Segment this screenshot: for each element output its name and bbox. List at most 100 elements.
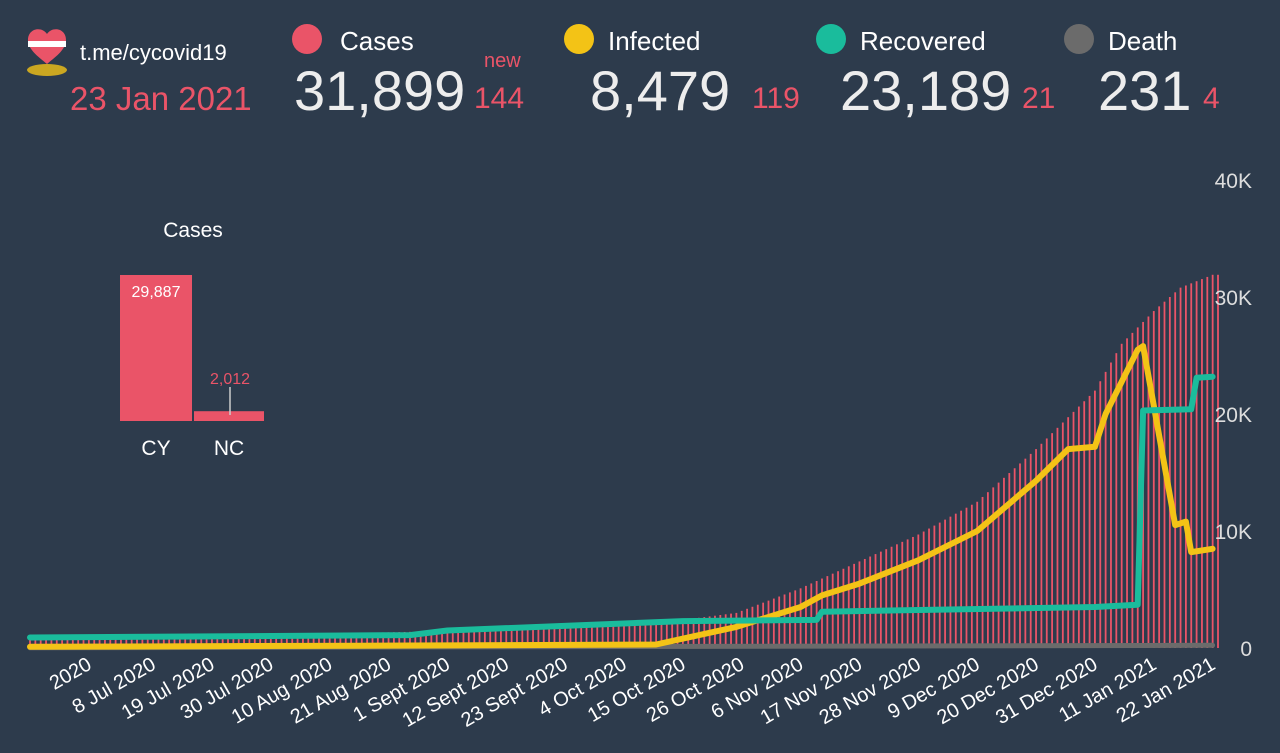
cases-bar [917, 534, 920, 648]
cases-bar [489, 629, 492, 648]
cases-delta: 144 [474, 82, 525, 115]
cases-bar [152, 636, 154, 648]
cases-bar [1110, 362, 1112, 648]
cases-bar [997, 482, 1000, 648]
inset-bar-cy [120, 275, 192, 421]
cases-bar [371, 632, 374, 648]
cases-bar [564, 627, 567, 648]
cases-bar [553, 627, 556, 648]
cases-bar [521, 628, 524, 648]
cases-bar [1136, 327, 1139, 648]
cases-bar [1051, 433, 1054, 648]
cases-bar [1056, 427, 1059, 648]
cases-bar [387, 632, 390, 648]
cases-bar [173, 636, 176, 648]
cases-bar [328, 633, 331, 648]
cases-bar [77, 636, 80, 648]
cases-bar [500, 629, 502, 648]
infected-delta: 119 [752, 82, 800, 115]
cases-bar [178, 635, 181, 648]
cases-bar [1040, 443, 1043, 648]
cases-bar [976, 501, 979, 648]
cases-bar [467, 630, 470, 648]
cases-bar [1045, 438, 1048, 648]
cases-bar [232, 635, 235, 648]
cases-bar [366, 632, 369, 648]
cases-bar [1174, 292, 1177, 648]
cases-bar [1067, 417, 1070, 648]
infected-legend-icon [564, 24, 594, 54]
cases-label: Cases [340, 26, 414, 56]
cases-bar [896, 544, 898, 648]
cases-bar [1120, 343, 1123, 648]
cases-bar [61, 636, 64, 648]
cases-bar [740, 610, 743, 648]
death-delta: 4 [1203, 82, 1220, 115]
cases-bar [1147, 316, 1150, 648]
cases-bar [986, 492, 989, 648]
cases-bar [569, 627, 572, 648]
cases-bar [259, 634, 262, 648]
cases-bar [532, 628, 534, 648]
cases-bar [441, 631, 443, 648]
inset-value-label: 29,887 [132, 284, 181, 301]
cases-bar [184, 635, 187, 648]
cases-bar [71, 636, 74, 648]
cases-bar [505, 629, 508, 648]
cases-bar [639, 624, 641, 648]
cases-bar [392, 632, 395, 648]
infected-line [27, 343, 1216, 650]
cases-bar [890, 546, 893, 648]
cases-bar [1003, 477, 1005, 648]
cases-bar [483, 629, 486, 648]
cases-bar [194, 635, 197, 648]
cases-bar [649, 623, 652, 648]
cases-bar [805, 585, 807, 648]
cases-bar [334, 633, 336, 648]
cases-bar [1211, 274, 1214, 648]
cases-bar [360, 632, 363, 648]
cases-bar [687, 619, 690, 648]
cases-bar [1152, 311, 1155, 648]
cases-bar [676, 620, 679, 648]
cases-bar [50, 636, 53, 648]
cases-bar [574, 626, 577, 648]
cases-bar [446, 631, 449, 648]
cases-bar [580, 626, 583, 648]
cases-bar [457, 630, 460, 648]
cases-bar [264, 634, 267, 648]
channel-link[interactable]: t.me/cycovid19 [80, 40, 227, 65]
cases-bar [1168, 297, 1171, 648]
cases-bar [901, 541, 904, 648]
cases-bar [944, 519, 946, 648]
cases-bar [323, 633, 326, 648]
cases-bar [248, 634, 251, 648]
inset-value-label: 2,012 [210, 371, 250, 388]
cases-bar [772, 598, 775, 648]
cases-bar [141, 636, 144, 648]
cases-bar [665, 622, 668, 648]
cases-bar [478, 630, 481, 648]
y-tick-label: 10K [1215, 521, 1252, 544]
cases-bar [735, 612, 738, 648]
y-axis: 0 10K 20K 30K 40K [1215, 170, 1252, 661]
cases-bar [350, 633, 352, 648]
cases-bar [623, 624, 625, 648]
cases-bar [82, 636, 85, 648]
cases-bar [548, 628, 550, 648]
report-date: 23 Jan 2021 [70, 80, 252, 117]
inset-bar-nc [194, 411, 264, 421]
cases-bar [874, 554, 877, 648]
cases-bar [414, 631, 417, 648]
cases-bar [435, 631, 438, 648]
infected-label: Infected [608, 26, 701, 56]
cases-bar [29, 636, 31, 648]
inset-title: Cases [163, 219, 223, 242]
recovered-line [27, 373, 1216, 641]
cases-bar [751, 606, 754, 648]
cases-bar [612, 625, 615, 648]
cases-bar [681, 619, 684, 648]
cases-bar [746, 608, 748, 648]
new-label: new [484, 50, 521, 72]
